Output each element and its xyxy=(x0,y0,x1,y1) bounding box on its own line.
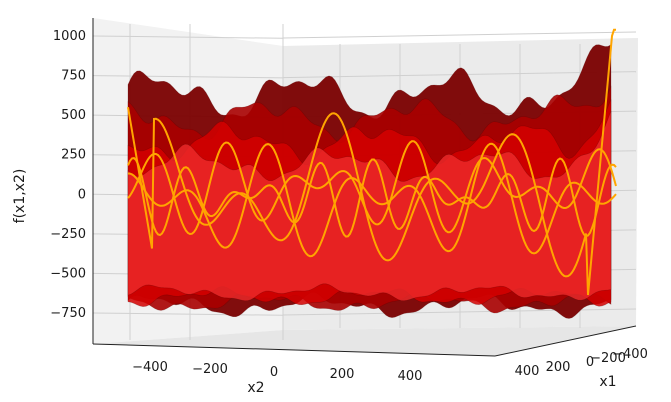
grid-line-horizontal xyxy=(92,35,284,39)
z-tick-label: 0 xyxy=(78,187,86,202)
z-tick-label: −750 xyxy=(50,306,86,321)
z-tick-label: −500 xyxy=(50,266,86,281)
x1-tick-label: 200 xyxy=(546,360,571,375)
x2-tick-label: 0 xyxy=(270,365,278,380)
contour-line xyxy=(127,142,617,258)
x1-tick-label: 0 xyxy=(586,355,594,370)
x1-tick-label: −200 xyxy=(590,351,626,366)
x2-tick-label: −400 xyxy=(132,360,168,375)
contour-lines xyxy=(127,28,617,296)
x1-axis-label: x1 xyxy=(599,374,616,390)
x2-tick-label: 400 xyxy=(398,369,423,384)
grid-line-horizontal xyxy=(282,31,637,39)
contour-line xyxy=(127,140,617,236)
z-tick-label: 1000 xyxy=(53,29,86,44)
x2-tick-label: −200 xyxy=(192,362,228,377)
contour-line xyxy=(127,157,617,238)
z-tick-label: 750 xyxy=(61,69,86,84)
surface xyxy=(127,44,612,319)
grid-line-horizontal xyxy=(92,312,284,316)
z-tick-label: −250 xyxy=(50,227,86,242)
x2-axis-label: x2 xyxy=(247,380,264,396)
z-tick-label: 500 xyxy=(61,108,86,123)
surface-layer xyxy=(127,110,612,302)
x1-tick-label: −400 xyxy=(612,347,648,362)
axes xyxy=(92,18,637,357)
grid-line-horizontal xyxy=(92,75,284,79)
z-tick-label: 250 xyxy=(61,148,86,163)
x2-tick-label: 200 xyxy=(330,367,355,382)
x1-axis-line xyxy=(494,325,637,357)
z-axis-label: f(x1,x2) xyxy=(12,169,28,224)
floor-pane xyxy=(93,326,636,356)
x1-tick-label: 400 xyxy=(515,364,540,379)
x2-axis-line xyxy=(92,343,496,357)
